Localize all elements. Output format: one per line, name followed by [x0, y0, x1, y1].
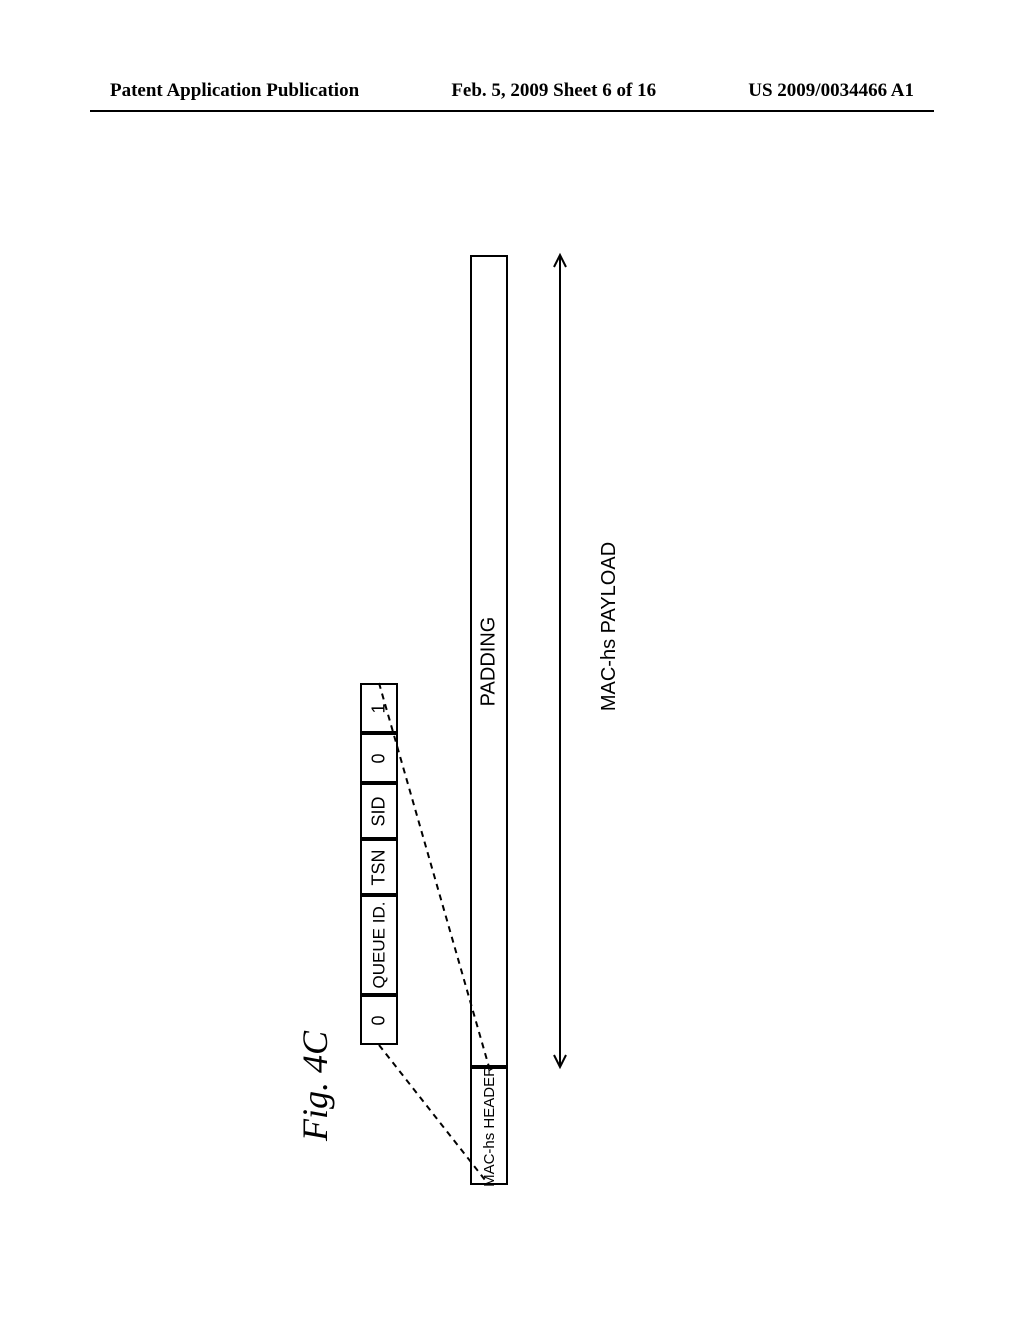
diagram-container: 0 QUEUE ID. TSN SID 0 1 MAC-hs HEADER PA… — [130, 155, 890, 1185]
field-0-first: 0 — [360, 995, 398, 1045]
field-sid-label: SID — [368, 796, 389, 826]
field-1: 1 — [360, 683, 398, 733]
header-rule — [90, 110, 934, 112]
field-0-second-label: 0 — [368, 753, 389, 763]
payload-label: MAC-hs PAYLOAD — [598, 542, 621, 711]
padding-label: PADDING — [478, 616, 501, 706]
machs-header-label: MAC-hs HEADER — [481, 1066, 498, 1187]
header-right: US 2009/0034466 A1 — [748, 80, 914, 102]
field-1-label: 1 — [368, 703, 389, 713]
header-left: Patent Application Publication — [110, 80, 359, 102]
field-queue-id: QUEUE ID. — [360, 895, 398, 995]
padding-block: PADDING — [470, 255, 508, 1067]
field-0-second: 0 — [360, 733, 398, 783]
figure-label: Fig. 4C — [294, 1031, 336, 1141]
field-tsn-label: TSN — [369, 849, 390, 885]
field-sid: SID — [360, 783, 398, 839]
field-queue-id-label: QUEUE ID. — [369, 902, 389, 989]
machs-header-block: MAC-hs HEADER — [470, 1067, 508, 1185]
field-0-first-label: 0 — [368, 1015, 389, 1025]
connector-lines — [130, 155, 890, 1185]
header-center: Feb. 5, 2009 Sheet 6 of 16 — [451, 80, 656, 102]
field-tsn: TSN — [360, 839, 398, 895]
